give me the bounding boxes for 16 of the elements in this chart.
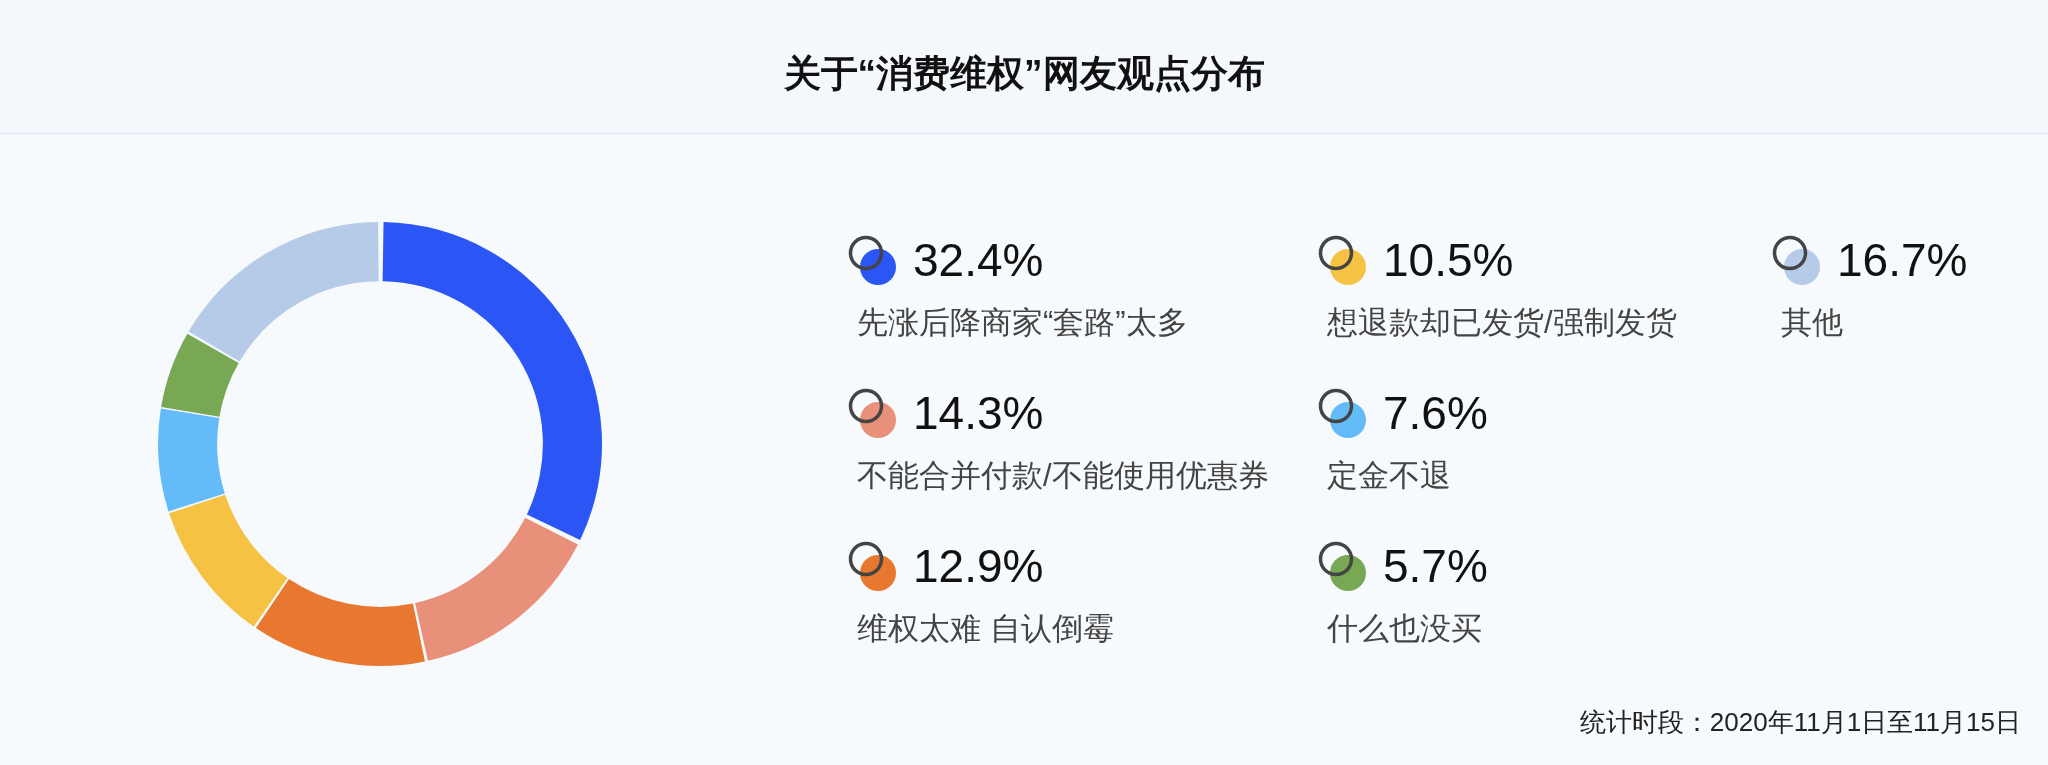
legend-label: 不能合并付款/不能使用优惠券 [857,458,1269,493]
legend-label: 定金不退 [1327,458,1451,493]
data-label: 5.7% [1383,540,1488,592]
legend-label: 其他 [1781,305,1843,340]
legend-label: 维权太难 自认倒霉 [857,611,1114,646]
data-label: 16.7% [1837,234,1968,286]
data-label: 7.6% [1383,387,1488,439]
legend-label: 什么也没买 [1326,611,1482,646]
data-label: 10.5% [1383,234,1514,286]
text: 统计时段：2020年11月1日至11月15日 [1579,707,2021,737]
legend-label: 想退款却已发货/强制发货 [1326,305,1677,340]
data-label: 14.3% [913,387,1044,439]
data-label: 32.4% [913,234,1044,286]
chart-title: 关于“消费维权”网友观点分布 [782,53,1265,95]
data-label: 12.9% [913,540,1044,592]
legend-label: 先涨后降商家“套路”太多 [857,305,1188,340]
